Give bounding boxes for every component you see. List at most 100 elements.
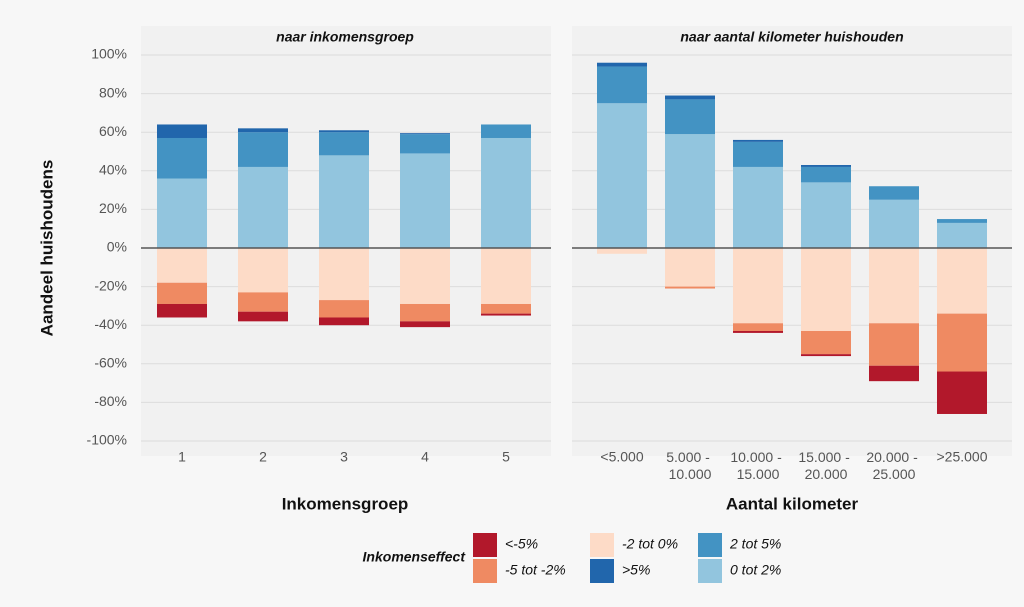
legend-label: -5 tot -2% [505,562,566,578]
bar-segment [157,282,207,304]
bar-segment [869,248,919,324]
bar-segment [801,166,851,183]
legend-swatch [698,559,722,583]
bar-segment [481,303,531,314]
y-tick-label: -60% [94,355,127,371]
x-tick-label: 4 [421,449,429,465]
bar-segment [319,248,369,301]
bar-segment [400,134,450,154]
bar-segment [733,139,783,142]
y-tick-label: -40% [94,316,127,332]
bar-segment [801,330,851,355]
bar-segment [400,303,450,322]
bar-segment [319,300,369,318]
panel-title: naar aantal kilometer huishouden [680,29,903,45]
bar-segment [597,103,647,248]
y-tick-label: -80% [94,393,127,409]
bar-segment [597,62,647,67]
bar-segment [157,124,207,138]
legend-label: -2 tot 0% [622,536,678,552]
bar-segment [400,153,450,248]
bar-segment [869,365,919,382]
bar-segment [937,248,987,314]
bar-segment [733,323,783,331]
bar-segment [801,354,851,357]
x-tick-label: 20.000 - 25.000 [866,449,921,482]
bar-segment [733,141,783,167]
y-tick-label: 80% [99,84,127,100]
bar-segment [869,323,919,366]
bar-segment [238,311,288,322]
y-tick-label: -20% [94,277,127,293]
bar-segment [481,137,531,248]
y-axis-title: Aandeel huishoudens [37,160,56,337]
y-tick-label: -100% [87,432,127,448]
bar-segment [869,199,919,248]
bar-segment [481,124,531,138]
bar-segment [597,248,647,254]
bar-segment [665,95,715,100]
bar-segment [937,313,987,372]
bar-segment [597,66,647,104]
legend-title: Inkomenseffect [363,549,467,565]
bar-segment [157,137,207,179]
bar-segment [665,134,715,248]
x-tick-label: 5.000 - 10.000 [666,449,713,482]
bar-segment [665,99,715,135]
x-tick-label: 5 [502,449,510,465]
legend-label: 0 tot 2% [730,562,781,578]
bar-segment [400,248,450,304]
bar-segment [319,130,369,133]
legend-swatch [590,559,614,583]
y-tick-label: 20% [99,200,127,216]
bar-segment [238,248,288,293]
bar-segment [733,166,783,248]
bar-segment [400,321,450,328]
bar-segment [157,178,207,248]
bar-segment [238,128,288,133]
bar-segment [869,186,919,200]
bar-segment [801,248,851,331]
x-tick-label: 15.000 - 20.000 [798,449,853,482]
y-tick-label: 60% [99,123,127,139]
bar-segment [238,292,288,312]
bar-segment [665,248,715,287]
x-tick-label: 2 [259,449,267,465]
y-tick-label: 40% [99,162,127,178]
bar-segment [733,330,783,333]
legend-label: <-5% [505,536,538,552]
bar-segment [481,248,531,304]
x-tick-label: <5.000 [600,449,643,465]
bar-segment [665,286,715,289]
y-tick-label: 100% [91,46,127,62]
bar-segment [733,248,783,324]
bar-segment [400,133,450,135]
bar-segment [157,303,207,318]
bar-segment [801,182,851,248]
x-axis-title: Aantal kilometer [726,494,859,513]
legend-swatch [590,533,614,557]
panel-title: naar inkomensgroep [276,29,414,45]
bar-segment [319,155,369,248]
y-tick-label: 0% [107,239,127,255]
bar-segment [937,219,987,223]
x-tick-label: 10.000 - 15.000 [730,449,785,482]
legend-label: 2 tot 5% [729,536,781,552]
legend-swatch [473,559,497,583]
legend-swatch [698,533,722,557]
bar-segment [801,165,851,167]
bar-segment [937,222,987,248]
legend-swatch [473,533,497,557]
legend-label: >5% [622,562,650,578]
x-axis-title: Inkomensgroep [282,494,409,513]
bar-segment [238,132,288,167]
x-tick-label: 3 [340,449,348,465]
x-tick-label: >25.000 [937,449,988,465]
bar-segment [157,248,207,283]
bar-segment [937,371,987,414]
x-tick-label: 1 [178,449,186,465]
bar-segment [319,132,369,156]
bar-segment [481,313,531,316]
bar-segment [238,166,288,248]
